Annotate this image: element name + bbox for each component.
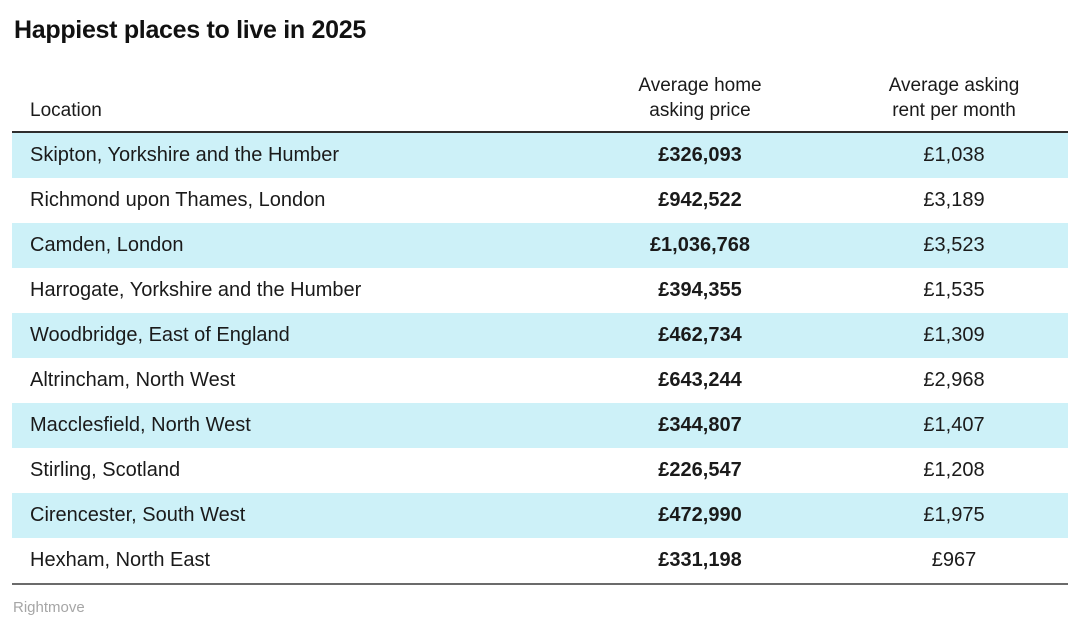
table-header: Location Average home asking price Avera… <box>12 73 1068 134</box>
cell-price: £942,522 <box>658 189 742 212</box>
cell-rent: £1,038 <box>923 144 985 167</box>
table-graphic: Happiest places to live in 2025 Location… <box>12 16 1068 617</box>
cell-price: £326,093 <box>658 144 742 167</box>
cell-rent: £1,407 <box>923 414 985 437</box>
cell-location: Woodbridge, East of England <box>30 324 290 347</box>
cell-rent: £967 <box>931 549 977 572</box>
table-row: Cirencester, South West £472,990 £1,975 <box>12 493 1068 539</box>
cell-price: £226,547 <box>658 459 742 482</box>
column-header-price: Average home asking price <box>638 75 762 122</box>
cell-location: Cirencester, South West <box>30 504 246 527</box>
table-row: Richmond upon Thames, London £942,522 £3… <box>12 178 1068 223</box>
cell-location: Harrogate, Yorkshire and the Humber <box>30 279 362 302</box>
cell-rent: £1,975 <box>923 504 985 527</box>
cell-location: Camden, London <box>30 234 184 257</box>
table-row: Woodbridge, East of England £462,734 £1,… <box>12 313 1068 359</box>
cell-rent: £3,189 <box>923 189 985 212</box>
table-row: Hexham, North East £331,198 £967 <box>12 538 1068 583</box>
cell-price: £472,990 <box>658 504 742 527</box>
column-header-location: Location <box>30 100 102 122</box>
cell-rent: £2,968 <box>923 369 985 392</box>
cell-location: Richmond upon Thames, London <box>30 189 326 212</box>
source-label: Rightmove <box>13 599 85 617</box>
cell-price: £1,036,768 <box>649 234 751 257</box>
table-row: Macclesfield, North West £344,807 £1,407 <box>12 403 1068 449</box>
table-row: Skipton, Yorkshire and the Humber £326,0… <box>12 133 1068 179</box>
cell-rent: £1,535 <box>923 279 985 302</box>
cell-price: £344,807 <box>658 414 742 437</box>
cell-rent: £3,523 <box>923 234 985 257</box>
cell-rent: £1,208 <box>923 459 985 482</box>
cell-location: Hexham, North East <box>30 549 211 572</box>
cell-location: Altrincham, North West <box>30 369 236 392</box>
page-title: Happiest places to live in 2025 <box>14 16 366 44</box>
cell-rent: £1,309 <box>923 324 985 347</box>
cell-price: £643,244 <box>658 369 742 392</box>
cell-price: £394,355 <box>658 279 742 302</box>
table-row: Camden, London £1,036,768 £3,523 <box>12 223 1068 269</box>
table-body: Skipton, Yorkshire and the Humber £326,0… <box>12 133 1068 586</box>
cell-location: Macclesfield, North West <box>30 414 251 437</box>
cell-price: £462,734 <box>658 324 742 347</box>
cell-location: Skipton, Yorkshire and the Humber <box>30 144 340 167</box>
cell-price: £331,198 <box>658 549 742 572</box>
column-header-rent: Average asking rent per month <box>888 75 1020 122</box>
cell-location: Stirling, Scotland <box>30 459 181 482</box>
table-row: Altrincham, North West £643,244 £2,968 <box>12 358 1068 403</box>
table-row: Stirling, Scotland £226,547 £1,208 <box>12 448 1068 493</box>
table-row: Harrogate, Yorkshire and the Humber £394… <box>12 268 1068 313</box>
